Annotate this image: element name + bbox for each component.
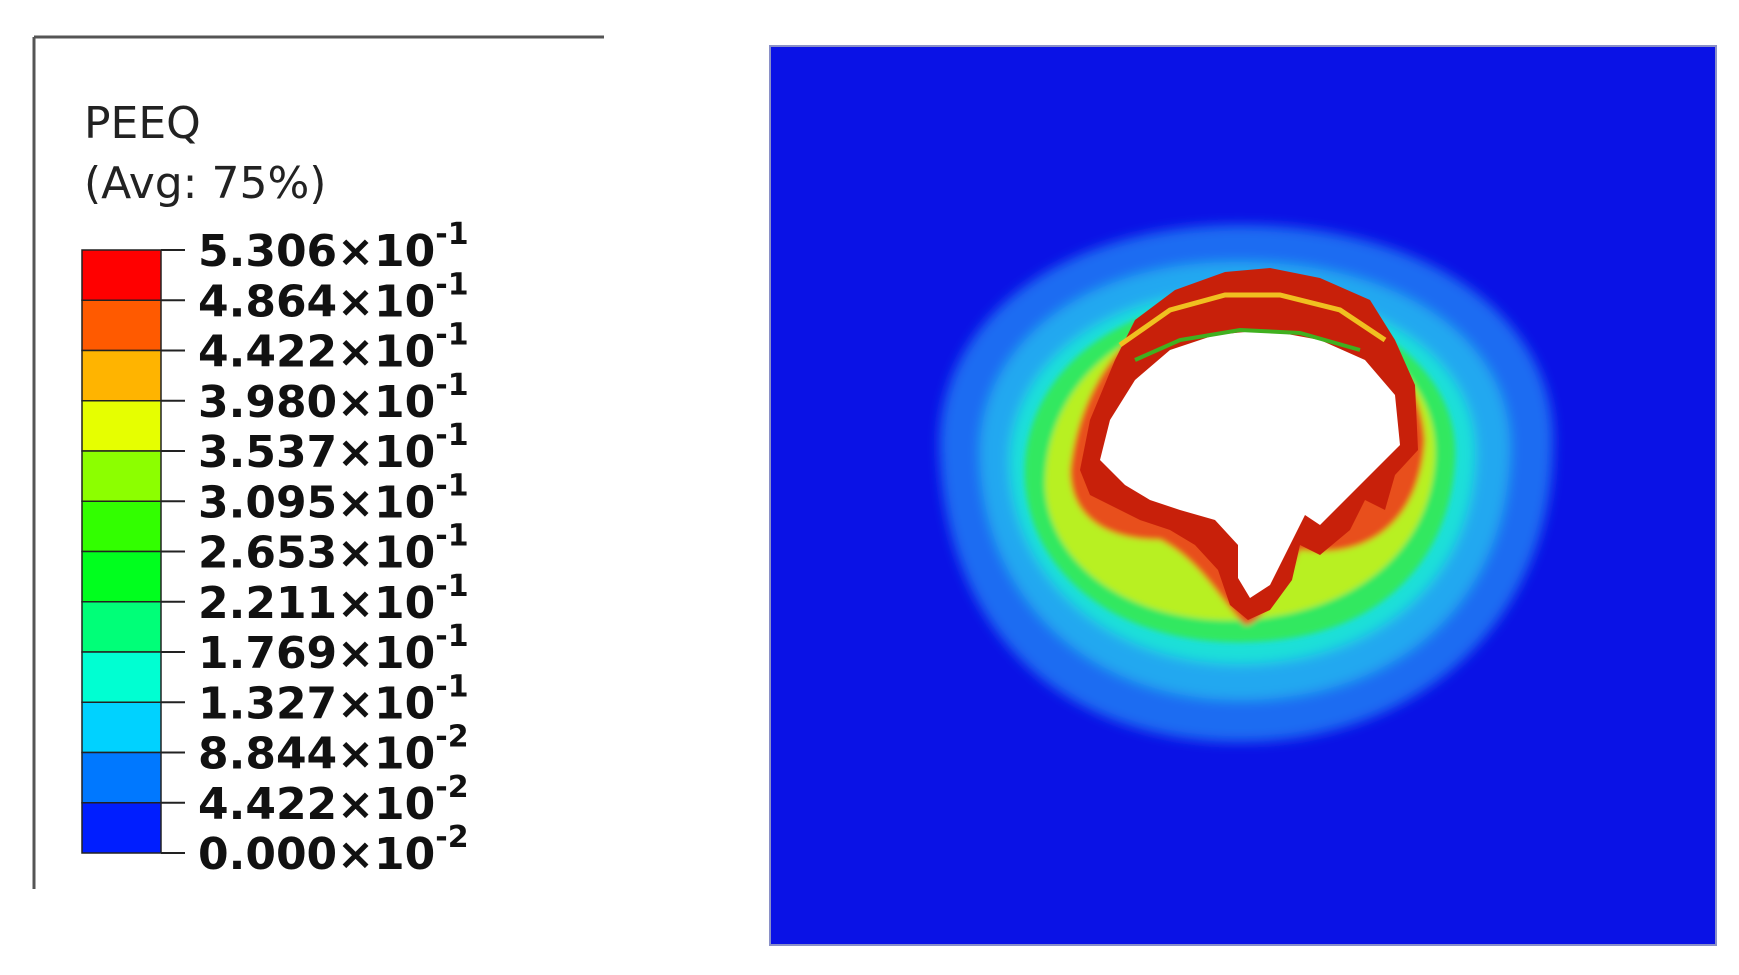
color-band	[81, 400, 162, 452]
label-exponent: -2	[435, 720, 468, 755]
label-mantissa: 3.980×10	[198, 377, 435, 428]
color-band	[81, 500, 162, 553]
damage-edge	[1118, 292, 1387, 348]
label-exponent: -1	[435, 368, 468, 403]
color-bar	[81, 249, 162, 854]
label-exponent: -1	[435, 569, 468, 604]
label-exponent: -1	[435, 318, 468, 353]
label-mantissa: 0.000×10	[198, 829, 435, 880]
color-band	[81, 751, 162, 804]
legend-labels: 5.306×10-14.864×10-14.422×10-13.980×10-1…	[161, 217, 469, 880]
legend-label: 0.000×10-2	[198, 820, 469, 880]
legend-subtitle: (Avg: 75%)	[84, 158, 326, 209]
label-mantissa: 1.769×10	[198, 628, 435, 679]
label-mantissa: 5.306×10	[198, 226, 435, 277]
color-band	[81, 651, 162, 703]
label-mantissa: 2.653×10	[198, 528, 435, 579]
legend-title: PEEQ	[84, 98, 201, 149]
label-mantissa: 1.327×10	[198, 678, 435, 729]
color-band	[81, 249, 162, 301]
legend-label: 5.306×10-1	[198, 217, 469, 277]
legend-label: 8.844×10-2	[198, 720, 469, 780]
label-exponent: -1	[435, 619, 468, 654]
legend-label: 1.769×10-1	[198, 619, 469, 679]
legend-label: 2.653×10-1	[198, 519, 469, 579]
label-exponent: -1	[435, 669, 468, 704]
legend-label: 4.864×10-1	[198, 267, 469, 327]
color-band	[81, 450, 162, 502]
legend-label: 3.980×10-1	[198, 368, 469, 428]
legend-label: 4.422×10-2	[198, 770, 469, 830]
label-mantissa: 3.537×10	[198, 427, 435, 478]
legend-label: 2.211×10-1	[198, 569, 469, 629]
label-exponent: -1	[435, 217, 468, 252]
label-mantissa: 3.095×10	[198, 477, 435, 528]
color-band	[81, 802, 162, 854]
label-exponent: -1	[435, 468, 468, 503]
label-exponent: -1	[435, 418, 468, 453]
label-exponent: -2	[435, 770, 468, 805]
label-exponent: -1	[435, 267, 468, 302]
label-mantissa: 4.422×10	[198, 327, 435, 378]
color-band	[81, 550, 162, 603]
label-exponent: -2	[435, 820, 468, 855]
legend-label: 3.095×10-1	[198, 468, 469, 528]
color-band	[81, 601, 162, 653]
legend-label: 4.422×10-1	[198, 318, 469, 378]
damage-edge	[1134, 327, 1361, 362]
color-band	[81, 299, 162, 352]
color-band	[81, 349, 162, 402]
legend-label: 3.537×10-1	[198, 418, 469, 478]
label-mantissa: 4.864×10	[198, 276, 435, 327]
label-mantissa: 2.211×10	[198, 578, 435, 629]
label-mantissa: 4.422×10	[198, 779, 435, 830]
perforation-hole	[1100, 330, 1400, 598]
contour-plot	[769, 45, 1717, 946]
color-band	[81, 701, 162, 754]
label-exponent: -1	[435, 519, 468, 554]
legend-label: 1.327×10-1	[198, 669, 469, 729]
label-mantissa: 8.844×10	[198, 729, 435, 780]
